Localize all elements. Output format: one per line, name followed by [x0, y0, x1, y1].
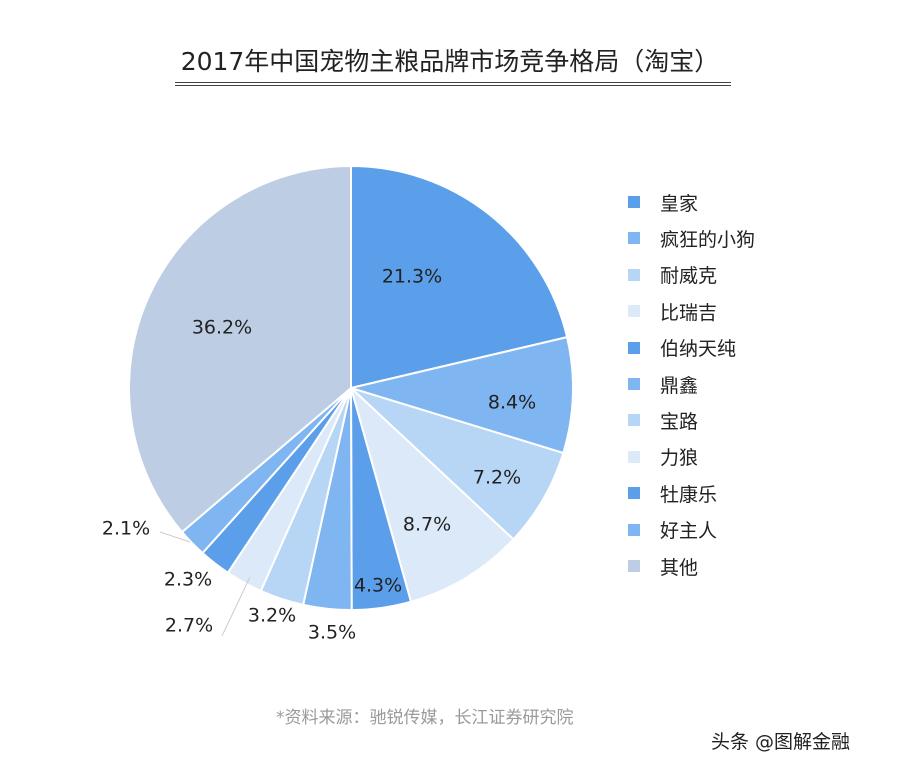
data-label-4: 4.3%: [354, 575, 402, 597]
data-label-0: 21.3%: [382, 266, 442, 288]
legend-item: 鼎鑫: [628, 372, 699, 397]
legend-item: 宝路: [628, 408, 699, 433]
legend-label: 皇家: [660, 192, 699, 215]
legend-item: 皇家: [628, 190, 699, 215]
legend-label: 其他: [660, 556, 699, 579]
data-label-8: 2.3%: [164, 569, 212, 591]
legend-swatch: [628, 523, 640, 536]
source-note: *资料来源：驰锐传媒，长江证券研究院: [276, 708, 574, 728]
legend-item: 牡康乐: [628, 481, 718, 506]
pie-slice-10: [128, 164, 352, 534]
legend-item: 伯纳天纯: [628, 336, 736, 360]
legend-label: 伯纳天纯: [660, 338, 737, 361]
legend-swatch: [628, 414, 640, 427]
leader-line-9: [159, 531, 191, 543]
legend-item: 耐威克: [628, 263, 717, 287]
pie-slice-1: [347, 335, 574, 455]
data-label-3: 8.7%: [403, 514, 451, 536]
title-rule-top: [175, 82, 731, 83]
legend-label: 鼎鑫: [660, 374, 699, 397]
data-label-6: 3.2%: [248, 605, 296, 627]
leader-line-7: [221, 576, 251, 637]
legend-item: 好主人: [628, 518, 717, 542]
legend-item: 其他: [628, 554, 699, 579]
legend-swatch: [628, 341, 640, 354]
pie-slice-3: [349, 384, 515, 603]
legend-swatch: [628, 268, 640, 281]
pie-slice-2: [350, 387, 565, 541]
data-label-9: 2.1%: [102, 518, 150, 540]
legend-swatch: [628, 487, 640, 500]
legend-swatch: [628, 450, 640, 463]
legend-label: 宝路: [660, 410, 699, 433]
legend-item: 比瑞吉: [628, 299, 718, 324]
data-label-5: 3.5%: [308, 622, 356, 644]
legend-label: 好主人: [660, 520, 718, 543]
legend-item: 力狼: [628, 445, 698, 469]
legend-swatch: [628, 196, 640, 208]
legend-swatch: [628, 378, 640, 390]
legend-label: 比瑞吉: [660, 301, 718, 324]
legend-label: 力狼: [660, 447, 699, 470]
data-label-7: 2.7%: [165, 615, 213, 637]
watermark: 头条 @图解金融: [711, 731, 851, 753]
legend-swatch: [628, 560, 640, 572]
data-label-2: 7.2%: [473, 467, 521, 489]
legend-swatch: [628, 232, 640, 245]
legend-label: 疯狂的小狗: [660, 228, 756, 251]
legend-swatch: [628, 305, 640, 318]
chart-title: 2017年中国宠物主粮品牌市场竞争格局（淘宝）: [180, 47, 720, 76]
data-label-1: 8.4%: [488, 392, 536, 414]
title-rule-bottom: [175, 85, 731, 86]
data-label-10: 36.2%: [192, 317, 252, 339]
pie-slice-0: [350, 164, 569, 390]
legend-item: 疯狂的小狗: [628, 226, 756, 251]
legend-label: 牡康乐: [660, 483, 718, 506]
legend-label: 耐威克: [660, 265, 718, 288]
